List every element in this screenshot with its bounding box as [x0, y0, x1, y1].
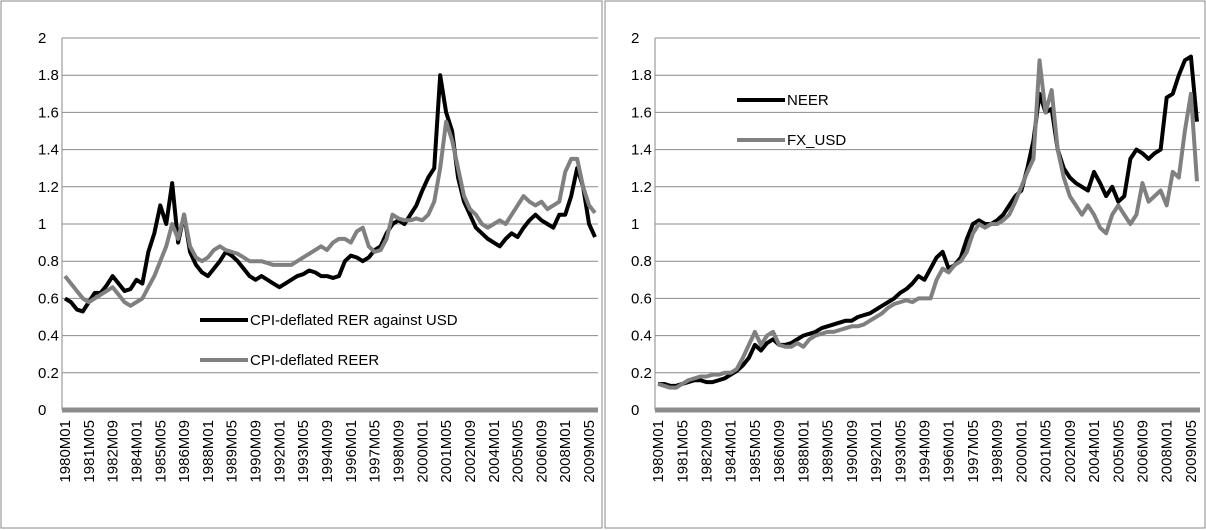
x-tick-label: 1994M09	[916, 420, 933, 483]
x-tick-label: 2000M01	[414, 420, 431, 483]
y-tick-label: 1.2	[38, 179, 59, 196]
x-tick-label: 1989M05	[820, 420, 837, 483]
legend-label: CPI-deflated REER	[250, 352, 379, 369]
x-tick-label: 1992M01	[271, 420, 288, 483]
y-tick-label: 0	[631, 402, 639, 419]
y-tick-label: 1.8	[631, 67, 652, 84]
x-tick-label: 2009M05	[581, 420, 598, 483]
x-tick-label: 1988M01	[200, 420, 217, 483]
x-tick-label: 1990M09	[844, 420, 861, 483]
x-tick-label: 1988M01	[795, 420, 812, 483]
x-tick-label: 2009M05	[1183, 420, 1200, 483]
x-tick-label: 1997M05	[965, 420, 982, 483]
y-tick-label: 0.4	[631, 328, 652, 345]
y-tick-label: 1	[38, 216, 46, 233]
x-tick-label: 1993M05	[892, 420, 909, 483]
x-tick-label: 2004M01	[1086, 420, 1103, 483]
y-tick-label: 0.8	[38, 253, 59, 270]
x-tick-label: 2000M01	[1013, 420, 1030, 483]
y-tick-label: 0.2	[631, 365, 652, 382]
y-tick-label: 1.2	[631, 179, 652, 196]
x-tick-label: 2006M09	[1134, 420, 1151, 483]
x-tick-label: 1997M05	[367, 420, 384, 483]
x-tick-label: 1982M09	[698, 420, 715, 483]
series-line	[658, 54, 1199, 388]
x-tick-label: 1980M01	[650, 420, 667, 483]
legend-label: NEER	[787, 92, 829, 109]
x-tick-label: 1998M09	[390, 420, 407, 483]
x-tick-label: 2006M09	[533, 420, 550, 483]
x-tick-label: 1996M01	[941, 420, 958, 483]
x-tick-label: 2004M01	[486, 420, 503, 483]
y-tick-label: 1.6	[38, 104, 59, 121]
y-tick-label: 1.6	[631, 104, 652, 121]
x-tick-label: 2001M05	[438, 420, 455, 483]
x-tick-label: 2002M09	[462, 420, 479, 483]
x-tick-label: 1985M05	[152, 420, 169, 483]
x-tick-label: 1981M05	[674, 420, 691, 483]
x-tick-label: 1985M05	[747, 420, 764, 483]
x-tick-label: 1989M05	[224, 420, 241, 483]
x-tick-label: 1990M09	[248, 420, 265, 483]
x-tick-label: 2005M05	[510, 420, 527, 483]
series-line	[63, 119, 597, 308]
x-tick-label: 1993M05	[295, 420, 312, 483]
x-tick-label: 1984M01	[723, 420, 740, 483]
x-tick-label: 2001M05	[1038, 420, 1055, 483]
y-tick-label: 0.6	[631, 290, 652, 307]
x-tick-label: 1996M01	[343, 420, 360, 483]
x-tick-label: 2008M01	[557, 420, 574, 483]
panel-border	[604, 0, 1206, 529]
y-tick-label: 1.4	[38, 142, 59, 159]
series-line	[657, 58, 1199, 390]
y-tick-label: 1.8	[38, 67, 59, 84]
y-tick-label: 1.4	[631, 142, 652, 159]
panel-border	[0, 0, 603, 529]
series-line	[63, 73, 597, 314]
x-tick-label: 1981M05	[81, 420, 98, 483]
x-tick-label: 1992M01	[868, 420, 885, 483]
x-tick-label: 1994M09	[319, 420, 336, 483]
x-tick-label: 1986M09	[176, 420, 193, 483]
y-tick-label: 0.6	[38, 290, 59, 307]
y-tick-label: 0.8	[631, 253, 652, 270]
y-tick-label: 0	[38, 402, 46, 419]
x-tick-label: 2005M05	[1110, 420, 1127, 483]
y-tick-label: 0.4	[38, 328, 59, 345]
y-tick-label: 1	[631, 216, 639, 233]
legend-label: CPI-deflated RER against USD	[250, 312, 458, 329]
x-tick-label: 1986M09	[771, 420, 788, 483]
x-tick-label: 1998M09	[989, 420, 1006, 483]
legend-label: FX_USD	[787, 132, 846, 149]
y-tick-label: 2	[38, 30, 46, 47]
x-tick-label: 1984M01	[128, 420, 145, 483]
x-tick-label: 2002M09	[1062, 420, 1079, 483]
y-tick-label: 2	[631, 30, 639, 47]
x-tick-label: 1982M09	[105, 420, 122, 483]
x-tick-label: 2008M01	[1159, 420, 1176, 483]
y-tick-label: 0.2	[38, 365, 59, 382]
x-tick-label: 1980M01	[57, 420, 74, 483]
